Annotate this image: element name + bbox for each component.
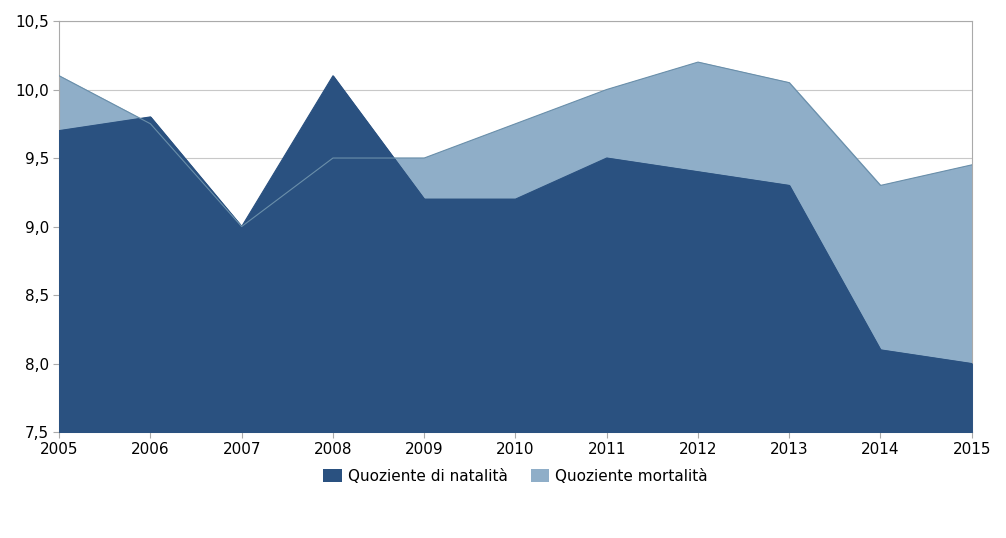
Legend: Quoziente di natalità, Quoziente mortalità: Quoziente di natalità, Quoziente mortali… <box>317 463 713 490</box>
